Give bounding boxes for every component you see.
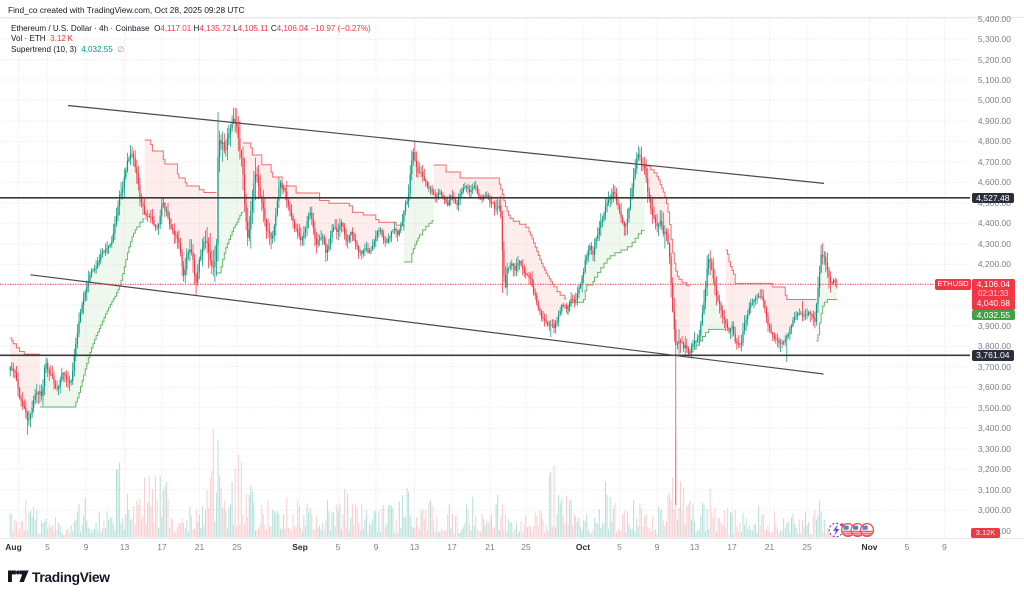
svg-text:TradingView: TradingView: [32, 570, 110, 585]
